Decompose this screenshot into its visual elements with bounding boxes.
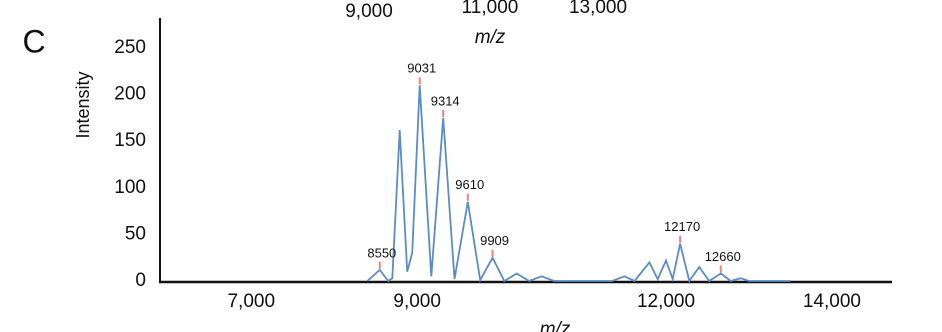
x-tick-label: 9,000 xyxy=(393,291,441,312)
x-axis-label: m/z xyxy=(540,319,571,332)
y-tick-label: 200 xyxy=(114,84,146,105)
prev-x-tick-label: 11,000 xyxy=(462,0,519,18)
peak-label: 9610 xyxy=(455,177,484,192)
y-tick-label: 0 xyxy=(135,270,146,291)
peak-label: 9909 xyxy=(480,233,509,248)
peak-label: 12660 xyxy=(705,249,741,264)
spectrum-line xyxy=(366,85,791,284)
panel-letter: C xyxy=(22,23,45,59)
peak-label: 12170 xyxy=(664,219,700,234)
y-tick-label: 150 xyxy=(114,130,146,151)
prev-x-tick-label: 9,000 xyxy=(345,1,393,22)
peak-label: 9031 xyxy=(407,61,436,76)
prev-x-tick-label: 13,000 xyxy=(569,0,627,18)
y-tick-label: 250 xyxy=(114,37,146,58)
x-tick-label: 12,000 xyxy=(637,291,695,312)
y-tick-label: 50 xyxy=(125,223,146,244)
y-tick-label: 100 xyxy=(114,177,146,198)
prev-x-axis-label: m/z xyxy=(475,27,506,48)
y-axis-label: Intensity xyxy=(73,71,93,138)
peak-label: 8550 xyxy=(367,245,396,260)
x-tick-label: 14,000 xyxy=(803,291,861,312)
x-tick-label: 7,000 xyxy=(227,291,275,312)
peak-label: 9314 xyxy=(431,93,460,108)
